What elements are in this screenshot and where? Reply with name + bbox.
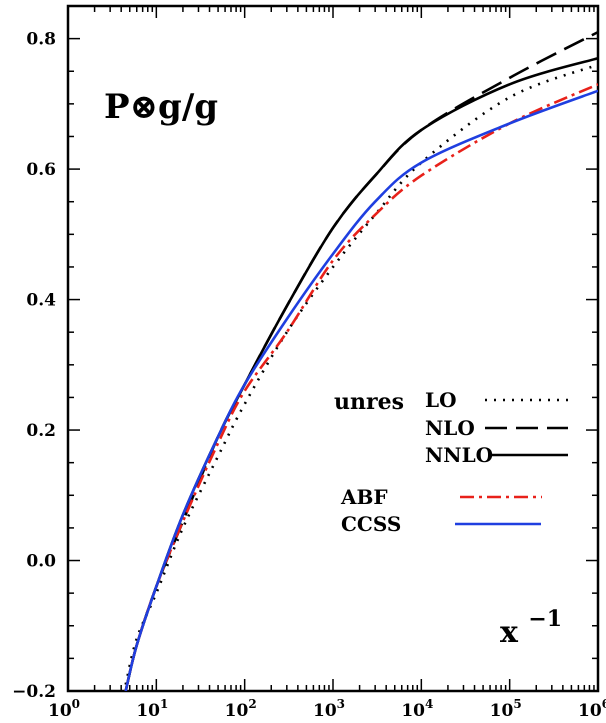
series-line-nlo (124, 30, 598, 691)
x-tick-label: 106 (578, 697, 606, 721)
legend-label-nnlo: NNLO (425, 443, 493, 467)
y-tick-label: −0.2 (12, 682, 56, 702)
series-lines (124, 30, 598, 691)
series-line-lo (124, 63, 598, 685)
series-line-nnlo (124, 56, 598, 691)
y-tick-label: 0.0 (26, 552, 56, 572)
legend-label-nlo: NLO (425, 416, 475, 440)
y-tick-label: 0.8 (26, 30, 56, 50)
x-tick-label: 104 (401, 697, 433, 721)
legend-label-ccss: CCSS (341, 512, 401, 536)
x-tick-label: 102 (225, 697, 257, 721)
y-tick-label: 0.6 (26, 160, 56, 180)
x-tick-label: 101 (136, 697, 168, 721)
legend: unres LO NLO NNLO ABF CCSS (334, 388, 568, 536)
x-axis-label-base: x (500, 615, 519, 650)
x-axis-label-exponent: −1 (528, 606, 562, 632)
y-tick-labels: 0.8 0.6 0.4 0.2 0.0 −0.2 (12, 30, 56, 702)
x-tick-label: 105 (490, 697, 522, 721)
series-line-ccss (124, 89, 598, 691)
chart-annotation: P⊗g/g (104, 87, 218, 127)
y-tick-label: 0.2 (26, 421, 56, 441)
legend-group-label: unres (334, 389, 404, 415)
x-axis-label: x −1 (500, 606, 562, 650)
series-line-abf (124, 83, 598, 691)
legend-label-abf: ABF (340, 485, 388, 509)
y-tick-label: 0.4 (26, 291, 56, 311)
axis-ticks (67, 6, 598, 692)
x-tick-label: 103 (313, 697, 345, 721)
x-tick-labels: 100 101 102 103 104 105 106 (48, 697, 606, 721)
x-tick-label: 100 (48, 697, 80, 721)
legend-label-lo: LO (425, 388, 456, 412)
